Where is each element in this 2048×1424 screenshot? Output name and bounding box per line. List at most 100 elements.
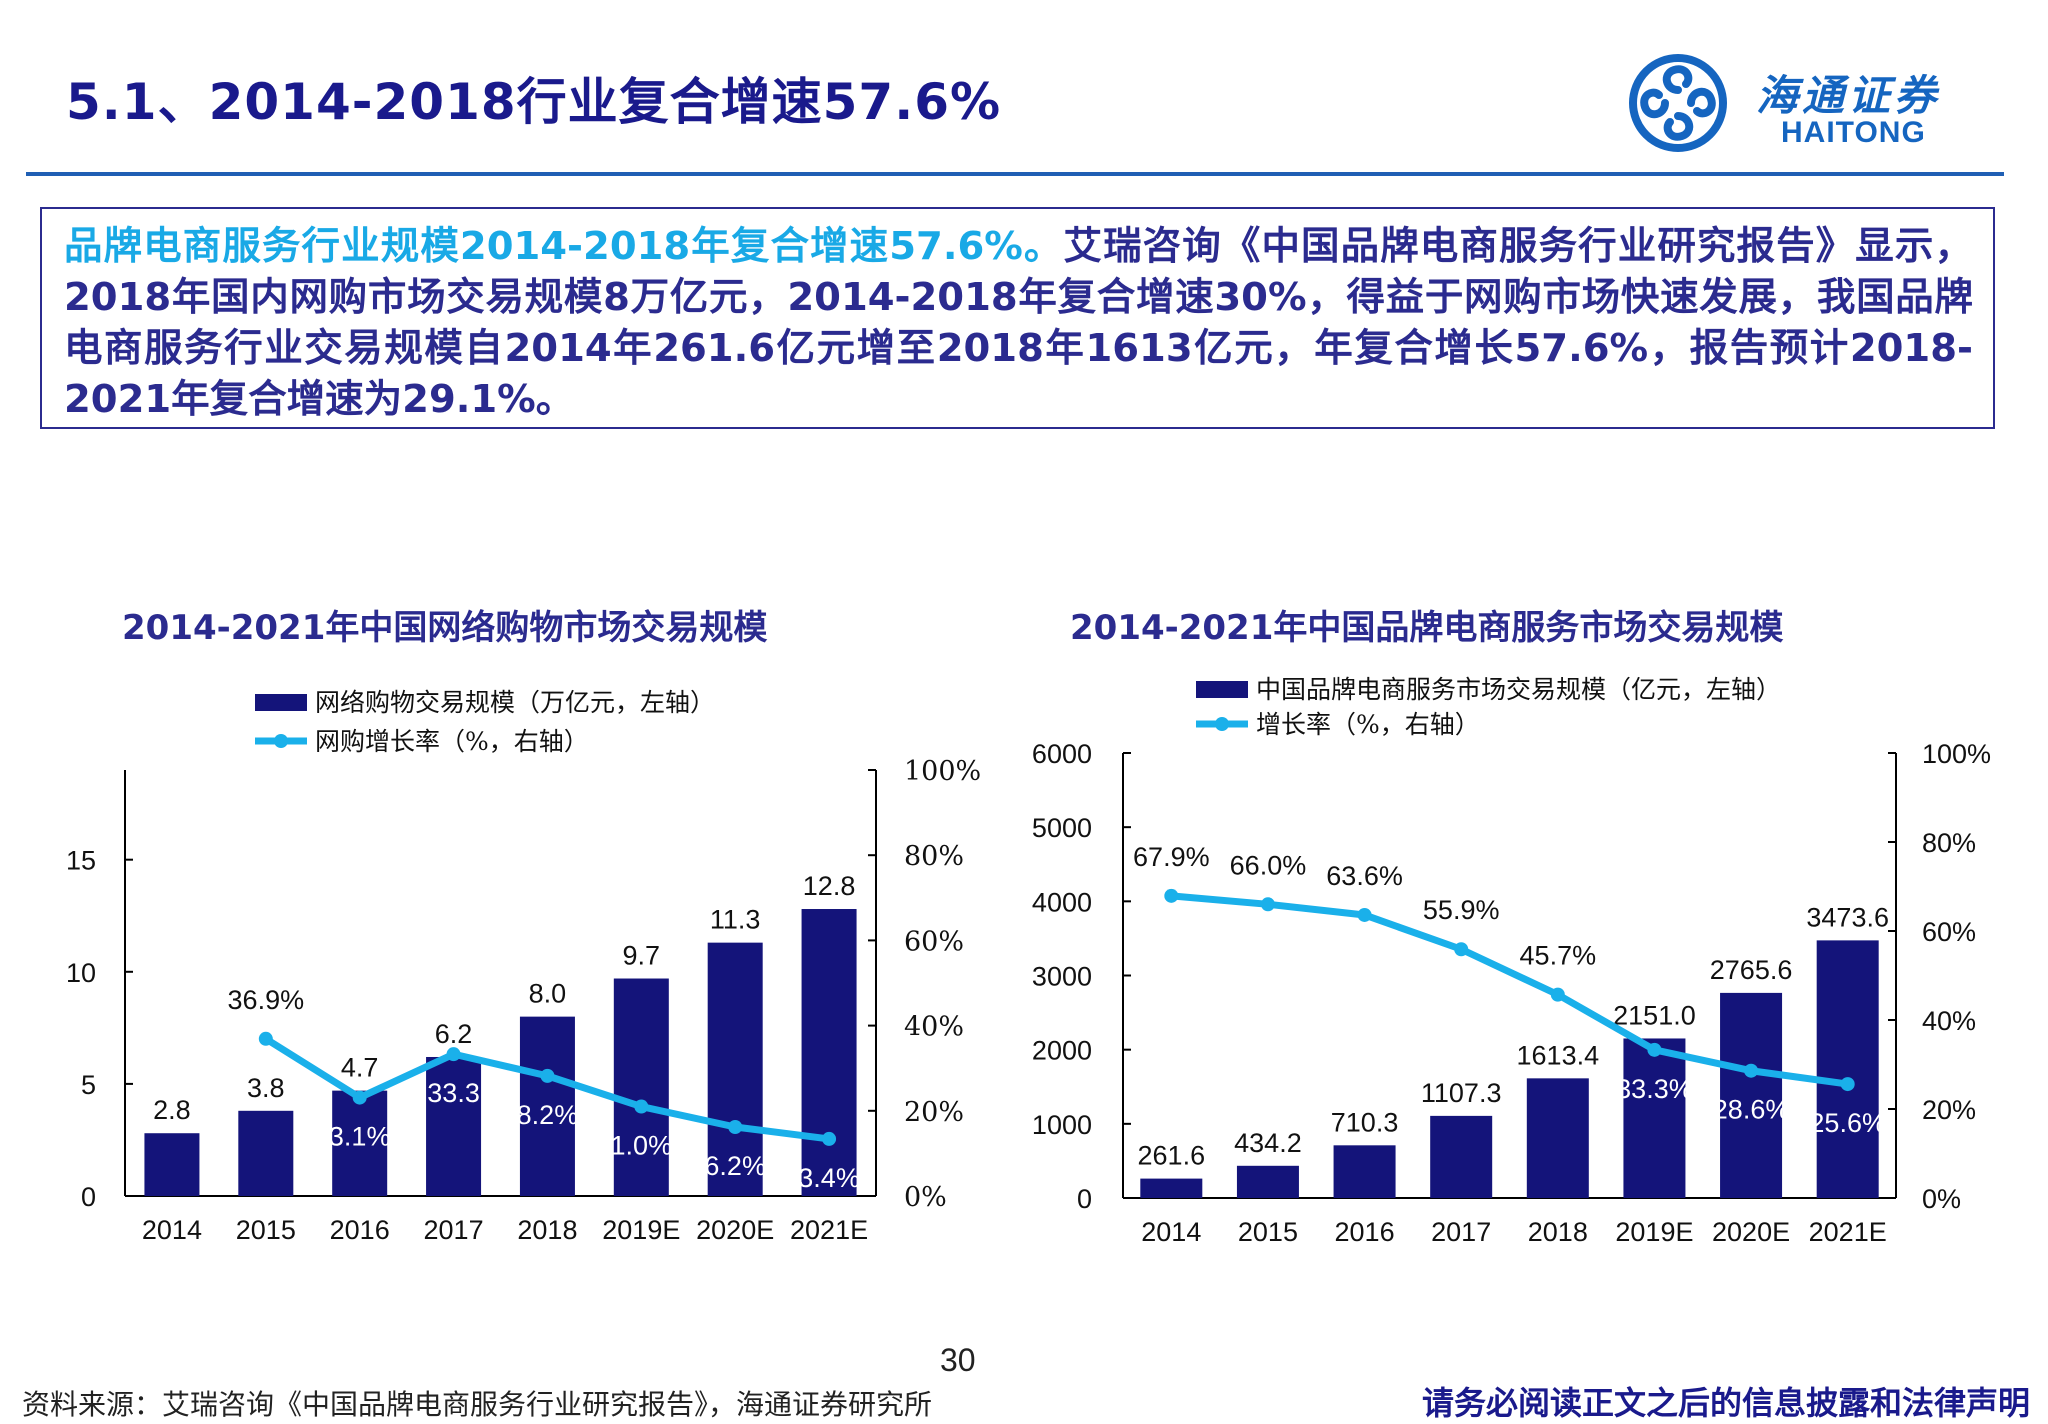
right-chart-legend-line-marker [1215, 717, 1229, 731]
left-chart-bar-label: 6.2 [435, 1019, 473, 1049]
left-chart-right-tick-label: 60% [904, 926, 964, 957]
right-chart-title: 2014-2021年中国品牌电商服务市场交易规模 [1070, 608, 1784, 648]
left-chart-left-tick-label: 10 [66, 958, 96, 988]
right-chart-growth-label: 67.9% [1133, 842, 1210, 872]
right-chart-x-tick-label: 2020E [1712, 1217, 1790, 1247]
right-chart-bar [1816, 940, 1879, 1198]
right-chart-right-tick-label: 20% [1922, 1095, 1976, 1125]
right-chart-left-tick-label: 6000 [1032, 739, 1092, 769]
right-chart-x-tick-label: 2019E [1615, 1217, 1693, 1247]
haitong-logo: 海通证券 HAITONG [1626, 52, 2026, 162]
right-chart-bar [1720, 992, 1783, 1198]
left-chart-right-tick-label: 0% [904, 1182, 947, 1213]
left-chart-x-tick-label: 2018 [517, 1215, 577, 1245]
left-chart-x-tick-label: 2021E [790, 1215, 868, 1245]
left-chart-bar-label: 3.8 [247, 1073, 285, 1103]
right-chart-growth-label: 66.0% [1230, 850, 1307, 880]
page-title: 5.1、2014-2018行业复合增速57.6% [66, 73, 1002, 131]
left-chart-x-tick-label: 2014 [142, 1215, 202, 1245]
right-chart-bar-label: 434.2 [1234, 1128, 1302, 1158]
right-chart-right-tick-label: 0% [1922, 1184, 1961, 1214]
right-chart-bar [1236, 1165, 1299, 1198]
left-chart-x-tick-label: 2020E [696, 1215, 774, 1245]
left-chart-title: 2014-2021年中国网络购物市场交易规模 [122, 608, 768, 648]
left-chart-growth-label: 36.9% [228, 985, 305, 1015]
right-chart-growth-point [1647, 1042, 1662, 1057]
left-chart-right-tick-label: 40% [904, 1012, 964, 1043]
legal-disclaimer: 请务必阅读正文之后的信息披露和法律声明 [1421, 1384, 2030, 1422]
right-chart-x-tick-label: 2021E [1809, 1217, 1887, 1247]
left-chart-left-tick-label: 15 [66, 846, 96, 876]
left-chart-right-tick-label: 100% [904, 756, 981, 787]
right-chart-growth-label: 45.7% [1520, 941, 1597, 971]
right-chart-bar [1623, 1038, 1686, 1198]
left-chart-bar-label: 9.7 [623, 941, 661, 971]
right-chart-right-tick-label: 80% [1922, 828, 1976, 858]
left-chart-bar-label: 12.8 [803, 871, 856, 901]
right-chart-growth-line [1171, 892, 1849, 1088]
right-chart-growth-label: 25.6% [1809, 1108, 1886, 1138]
left-chart-growth-label: 3.4% [798, 1163, 860, 1193]
summary-box: 品牌电商服务行业规模2014-2018年复合增速57.6%。艾瑞咨询《中国品牌电… [40, 207, 1995, 429]
right-chart-right-tick-label: 100% [1922, 739, 1991, 769]
right-chart-growth-point [1840, 1077, 1855, 1092]
right-chart-bar-label: 2151.0 [1613, 1000, 1696, 1030]
right-chart-bar [1333, 1145, 1396, 1198]
left-chart-legend-bar-swatch [255, 694, 307, 711]
left-chart-legend-bar-label: 网络购物交易规模（万亿元，左轴） [315, 688, 715, 717]
left-chart-left-tick-label: 5 [81, 1070, 96, 1100]
left-chart-growth-label: 6.2% [704, 1151, 766, 1181]
haitong-emblem-icon [1629, 54, 1727, 152]
left-chart-growth-label: 33.3 [427, 1078, 480, 1108]
left-chart-growth-point [352, 1090, 367, 1105]
right-chart-legend-line-label: 增长率（%，右轴） [1256, 710, 1480, 739]
right-chart-growth-label: 28.6% [1713, 1095, 1790, 1125]
left-chart-bar [613, 978, 669, 1196]
right-chart-x-tick-label: 2016 [1335, 1217, 1395, 1247]
left-chart-growth-point [258, 1031, 273, 1046]
right-chart-left-tick-label: 1000 [1032, 1110, 1092, 1140]
left-chart-growth-point [728, 1119, 743, 1134]
right-chart-x-tick-label: 2017 [1431, 1217, 1491, 1247]
right-chart-bar-label: 3473.6 [1806, 902, 1889, 932]
left-chart-bar [519, 1016, 575, 1196]
source-note: 资料来源：艾瑞咨询《中国品牌电商服务行业研究报告》，海通证券研究所 [22, 1388, 933, 1421]
left-chart-bar-label: 11.3 [710, 905, 761, 935]
right-chart-left-tick-label: 2000 [1032, 1036, 1092, 1066]
left-chart-bar-label: 4.7 [341, 1053, 379, 1083]
left-chart-legend-line-label: 网购增长率（%，右轴） [315, 727, 589, 756]
right-chart-bar-label: 710.3 [1331, 1107, 1399, 1137]
right-chart-bar-label: 261.6 [1138, 1141, 1206, 1171]
left-chart-bar [238, 1110, 294, 1196]
right-chart-right-tick-label: 60% [1922, 917, 1976, 947]
right-chart-right-tick-label: 40% [1922, 1006, 1976, 1036]
right-chart-legend-bar-label: 中国品牌电商服务市场交易规模（亿元，左轴） [1256, 675, 1781, 704]
logo-chinese-name: 海通证券 [1756, 71, 1941, 120]
header-divider [26, 172, 2004, 176]
right-chart-x-tick-label: 2018 [1528, 1217, 1588, 1247]
left-chart-x-tick-label: 2017 [424, 1215, 484, 1245]
left-chart-growth-point [446, 1047, 461, 1062]
right-chart-growth-label: 55.9% [1423, 895, 1500, 925]
right-chart-growth-label: 63.6% [1326, 861, 1403, 891]
left-chart-bar-label: 8.0 [529, 979, 567, 1009]
right-chart-growth-point [1357, 907, 1372, 922]
right-chart-bar-label: 2765.6 [1710, 955, 1793, 985]
left-chart-x-tick-label: 2019E [602, 1215, 680, 1245]
left-chart-bar [801, 909, 857, 1196]
left-chart-legend-line-marker [274, 734, 288, 748]
summary-highlight: 品牌电商服务行业规模2014-2018年复合增速57.6%。 [64, 224, 1064, 269]
summary-body: 艾瑞咨询《中国品牌电商服务行业研究报告》显示，2018年国内网购市场交易规模8万… [64, 224, 1973, 422]
left-chart-growth-point [634, 1099, 649, 1114]
left-chart-bar [426, 1056, 482, 1196]
left-chart-right-tick-label: 20% [904, 1097, 964, 1128]
left-chart-x-tick-label: 2016 [330, 1215, 390, 1245]
right-chart-growth-point [1550, 987, 1565, 1002]
right-chart-growth-point [1454, 942, 1469, 957]
left-chart-bar [332, 1090, 388, 1196]
left-chart-growth-point [540, 1068, 555, 1083]
summary-text: 品牌电商服务行业规模2014-2018年复合增速57.6%。艾瑞咨询《中国品牌电… [64, 221, 1973, 425]
right-chart-bar-label: 1613.4 [1517, 1040, 1600, 1070]
right-chart-bar [1526, 1078, 1589, 1198]
